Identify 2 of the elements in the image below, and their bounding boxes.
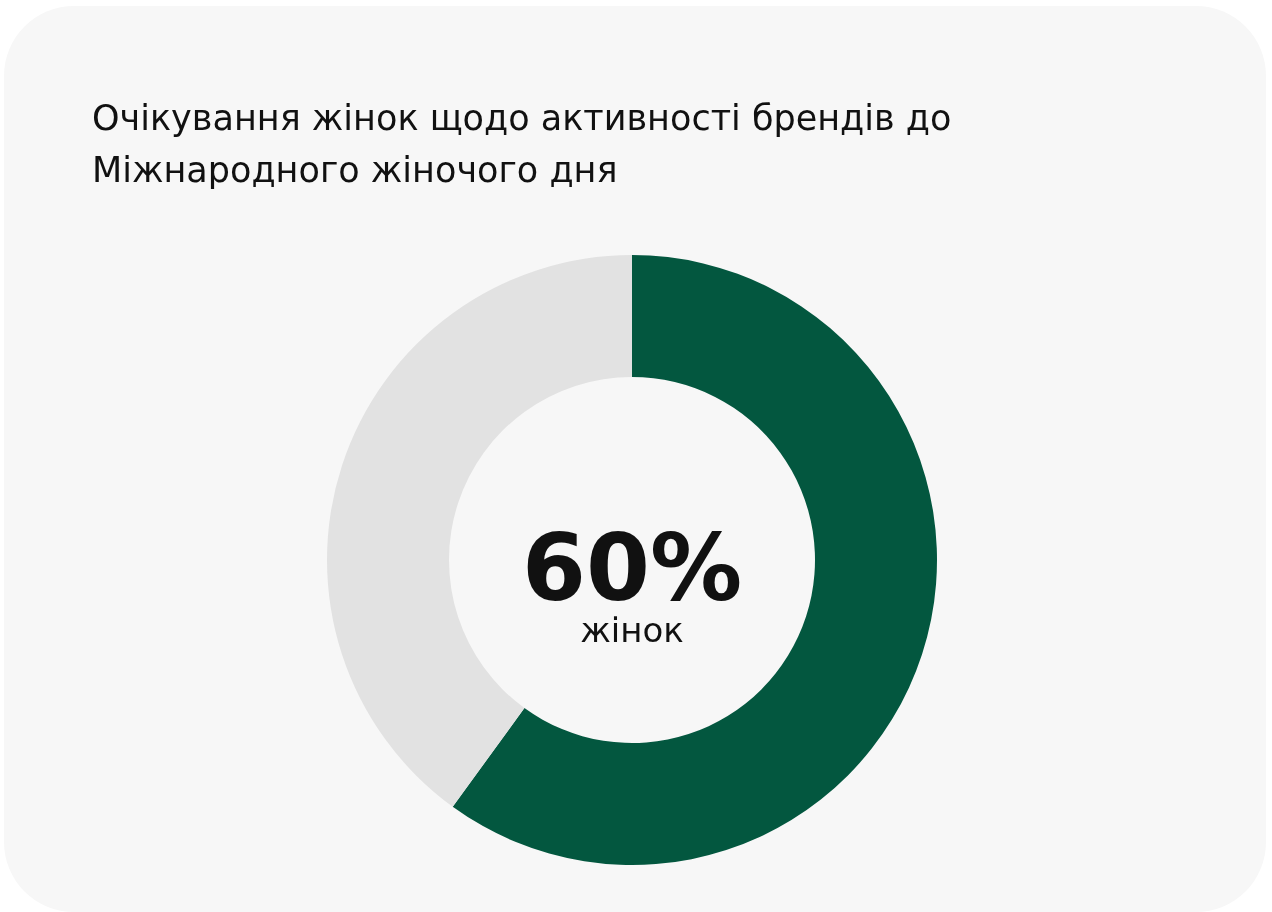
text: жінок [580,610,684,650]
chart-title: Очікування жінок щодо активності брендів до Міжнародного жіночого дня [92,97,953,192]
